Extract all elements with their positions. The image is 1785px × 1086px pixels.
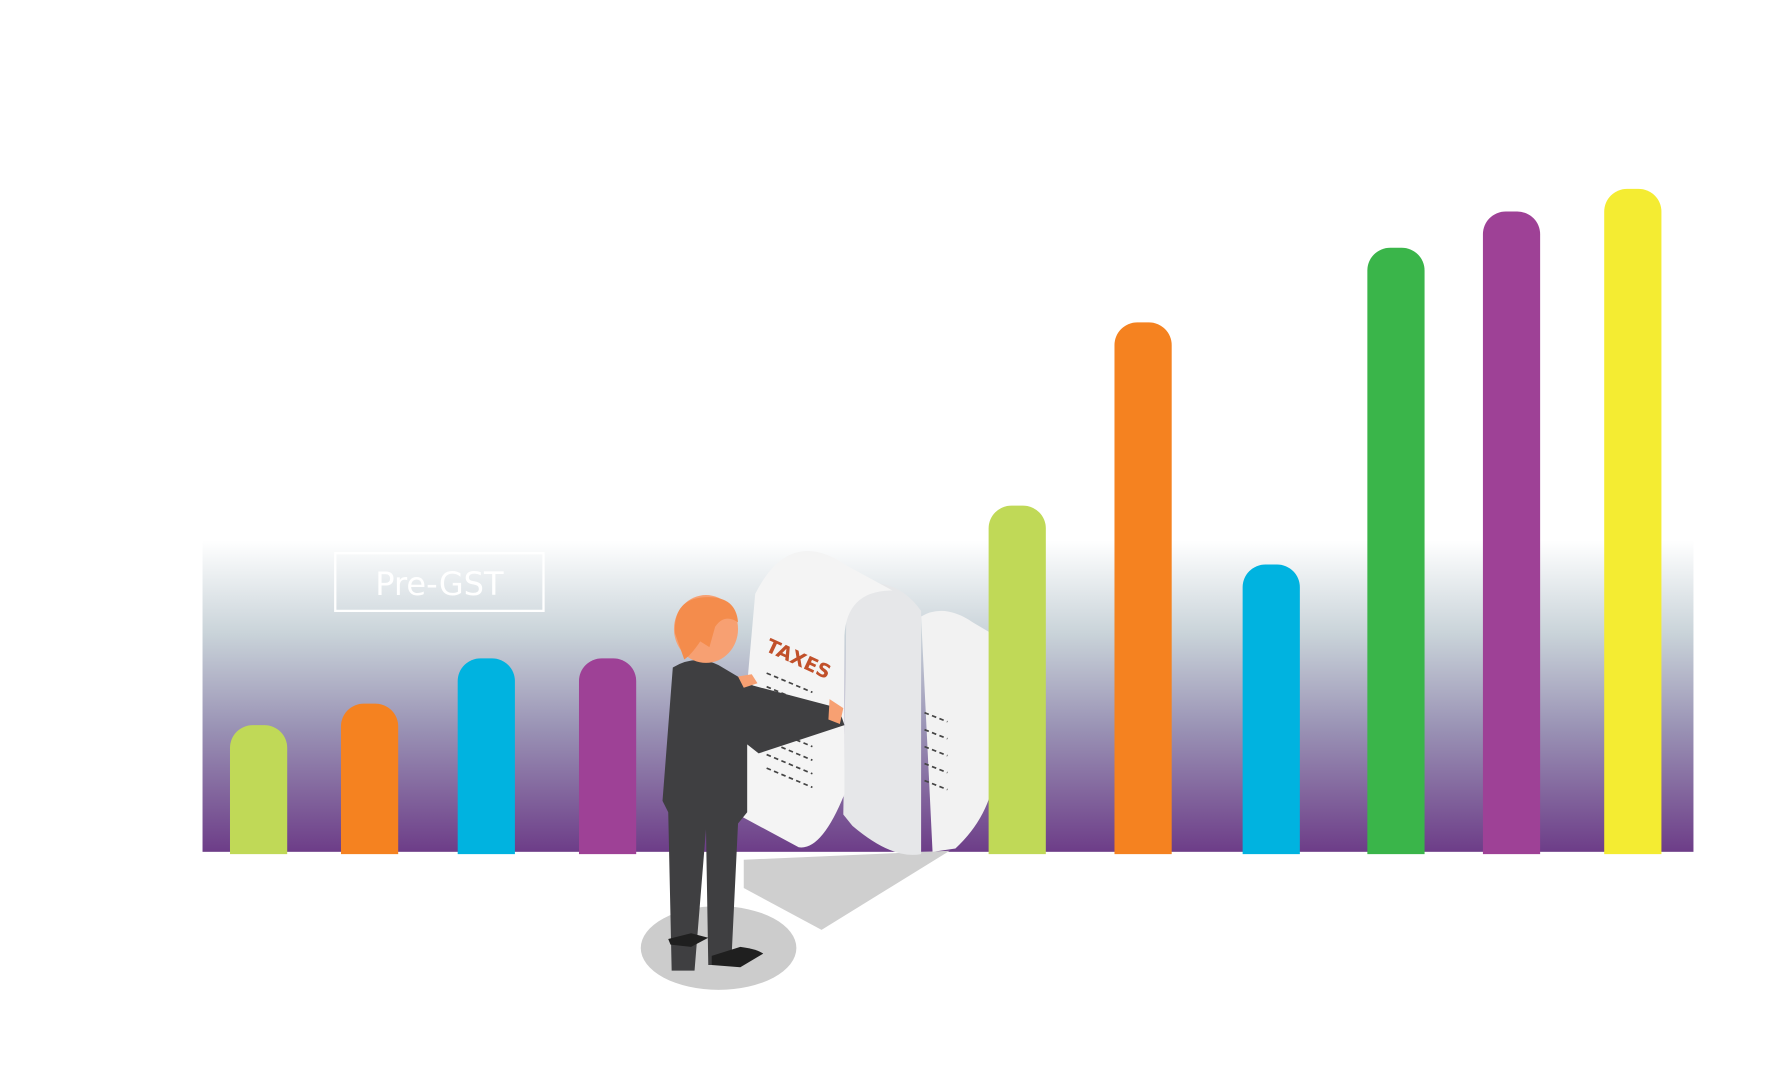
- shoe: [668, 933, 709, 947]
- bar: [1242, 564, 1300, 855]
- person-body: [662, 660, 845, 971]
- tag-box: [334, 552, 545, 613]
- bar: [1482, 211, 1541, 855]
- hair: [674, 597, 739, 660]
- scroll: TAXES: [735, 551, 996, 855]
- bar: [457, 658, 515, 855]
- bar: [1604, 188, 1662, 855]
- bar: [1114, 322, 1172, 855]
- person: [662, 595, 845, 971]
- bar: [1367, 247, 1425, 855]
- shoe: [711, 946, 764, 968]
- tag-label: Pre-GST: [375, 565, 504, 603]
- bar: [988, 505, 1046, 855]
- scroll-shadow: [743, 850, 950, 930]
- bars-front: [988, 188, 1662, 855]
- scroll-middle: [843, 583, 922, 855]
- scroll-back: [921, 610, 996, 852]
- pre-gst-tag: Pre-GST: [334, 552, 545, 613]
- bar: [340, 703, 399, 855]
- hand: [738, 674, 758, 688]
- bar: [578, 658, 637, 855]
- bar: [229, 725, 288, 855]
- hand: [828, 699, 844, 724]
- bars: [229, 658, 637, 855]
- scroll-front: [735, 551, 893, 848]
